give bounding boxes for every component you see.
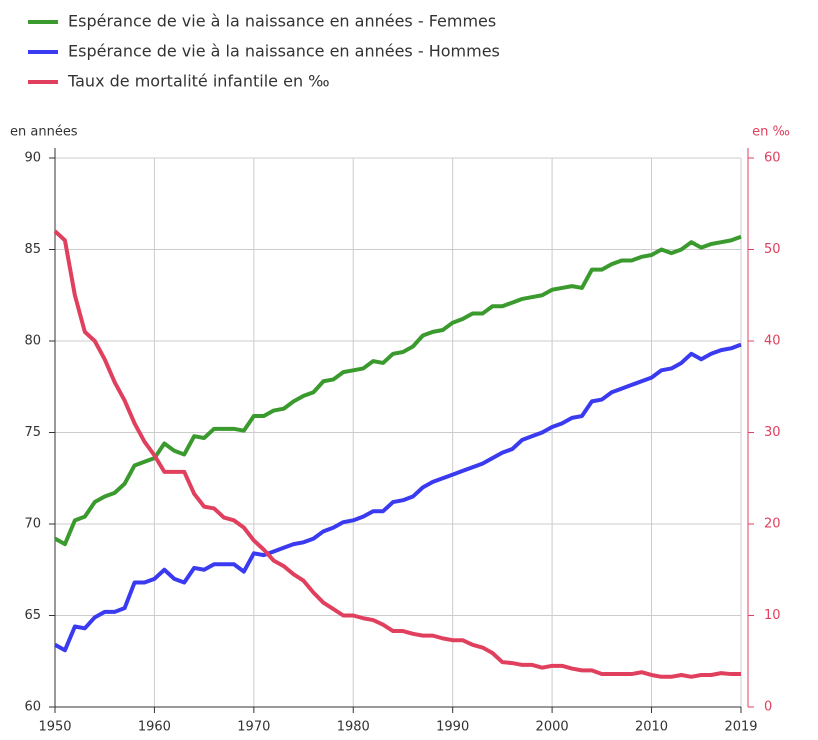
x-tick-label: 1970 bbox=[237, 720, 270, 735]
y2-tick-label: 40 bbox=[764, 334, 781, 349]
legend-label: Taux de mortalité infantile en ‰ bbox=[67, 72, 330, 91]
y-axis-label: en années bbox=[10, 125, 78, 140]
y-tick-label: 80 bbox=[24, 334, 41, 349]
legend-label: Espérance de vie à la naissance en année… bbox=[68, 12, 496, 31]
y2-tick-label: 60 bbox=[764, 151, 781, 166]
y-tick-label: 65 bbox=[24, 608, 41, 623]
y-tick-label: 75 bbox=[24, 425, 41, 440]
y2-tick-label: 10 bbox=[764, 608, 781, 623]
line bbox=[53, 229, 741, 679]
y2-tick-label: 50 bbox=[764, 242, 781, 257]
x-tick-label: 2010 bbox=[635, 720, 668, 735]
y2-axis-label: en ‰ bbox=[752, 125, 790, 140]
y2-tick-label: 0 bbox=[764, 700, 772, 715]
legend-label: Espérance de vie à la naissance en année… bbox=[68, 42, 500, 61]
y-tick-label: 90 bbox=[24, 151, 41, 166]
y-tick-label: 60 bbox=[24, 700, 41, 715]
line bbox=[54, 342, 742, 653]
x-tick-label: 2019 bbox=[724, 720, 757, 735]
legend: Espérance de vie à la naissance en année… bbox=[28, 12, 500, 91]
x-tick-label: 1980 bbox=[337, 720, 370, 735]
line bbox=[54, 234, 742, 547]
x-tick-label: 1960 bbox=[138, 720, 171, 735]
x-tick-label: 1950 bbox=[38, 720, 71, 735]
y2-tick-label: 30 bbox=[764, 425, 781, 440]
y-tick-label: 70 bbox=[24, 517, 41, 532]
y2-tick-label: 20 bbox=[764, 517, 781, 532]
x-tick-label: 2000 bbox=[536, 720, 569, 735]
x-tick-label: 1990 bbox=[436, 720, 469, 735]
y-tick-label: 85 bbox=[24, 242, 41, 257]
